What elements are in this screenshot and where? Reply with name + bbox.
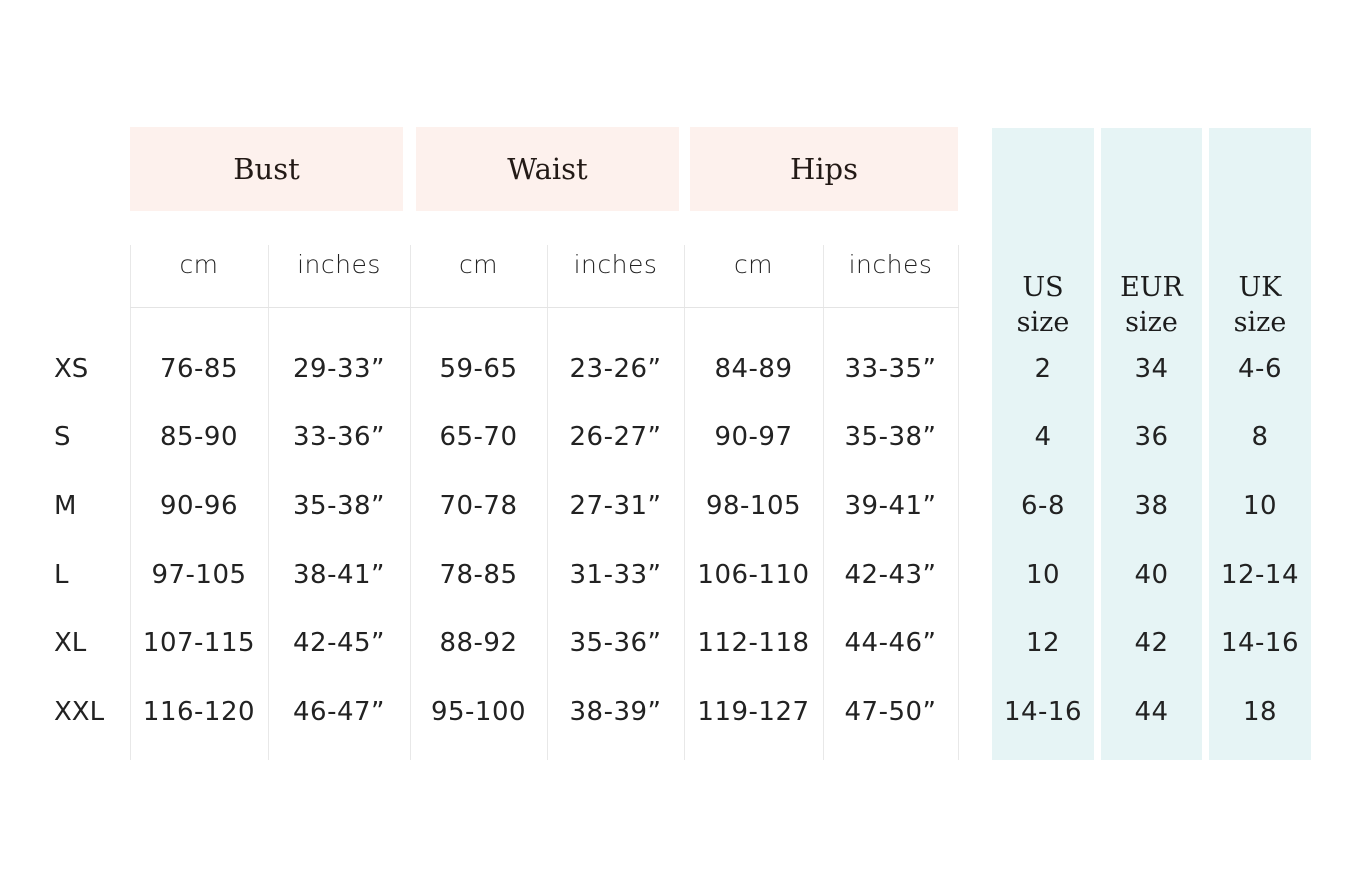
- table-cell: 88-92: [439, 628, 518, 658]
- table-cell: 39-41”: [844, 491, 937, 521]
- table-cell: 34: [1134, 354, 1169, 384]
- table-cell: 106-110: [697, 560, 810, 590]
- table-cell: 84-89: [714, 354, 793, 384]
- column-divider: [130, 245, 131, 760]
- size-column-eur: EUR size: [1101, 128, 1202, 760]
- size-system-sub: size: [1016, 307, 1070, 338]
- size-system-sub: size: [1233, 307, 1287, 338]
- size-column-header: UK size: [1209, 270, 1311, 340]
- table-cell: 65-70: [439, 422, 518, 452]
- table-cell: 98-105: [705, 491, 802, 521]
- table-cell: 6-8: [1021, 491, 1065, 521]
- table-cell: 42: [1134, 628, 1169, 658]
- unit-label-cm: cm: [179, 250, 219, 279]
- table-cell: 85-90: [159, 422, 239, 452]
- header-hips: Hips: [690, 127, 958, 211]
- size-column-header: EUR size: [1101, 270, 1202, 340]
- size-label: XS: [54, 354, 89, 384]
- table-cell: 42-43”: [844, 560, 937, 590]
- table-cell: 23-26”: [569, 354, 662, 384]
- table-cell: 47-50”: [844, 697, 937, 727]
- size-system-sub: size: [1125, 307, 1178, 338]
- size-label: S: [54, 422, 71, 452]
- header-waist: Waist: [416, 127, 679, 211]
- table-cell: 44-46”: [844, 628, 937, 658]
- table-cell: 14-16: [1220, 628, 1300, 658]
- column-divider: [823, 245, 824, 760]
- table-cell: 26-27”: [569, 422, 662, 452]
- table-cell: 29-33”: [292, 354, 386, 384]
- table-cell: 38-39”: [569, 697, 662, 727]
- size-system-label: US: [1022, 272, 1064, 303]
- table-cell: 10: [1242, 491, 1278, 521]
- table-cell: 4: [1034, 422, 1052, 452]
- table-cell: 18: [1242, 697, 1278, 727]
- column-divider: [958, 245, 959, 760]
- table-cell: 33-35”: [844, 354, 937, 384]
- header-bust: Bust: [130, 127, 403, 211]
- header-divider: [130, 307, 959, 308]
- table-cell: 59-65: [439, 354, 518, 384]
- table-cell: 90-96: [159, 491, 239, 521]
- table-cell: 46-47”: [292, 697, 386, 727]
- column-divider: [547, 245, 548, 760]
- table-cell: 8: [1251, 422, 1269, 452]
- table-cell: 38: [1134, 491, 1169, 521]
- size-label: M: [54, 491, 77, 521]
- table-cell: 35-38”: [292, 491, 386, 521]
- table-cell: 35-38”: [844, 422, 937, 452]
- table-cell: 112-118: [697, 628, 810, 658]
- table-cell: 95-100: [430, 697, 527, 727]
- column-divider: [684, 245, 685, 760]
- unit-label-inches: inches: [848, 250, 933, 279]
- size-column-us: US size: [992, 128, 1094, 760]
- table-cell: 90-97: [714, 422, 793, 452]
- table-cell: 116-120: [142, 697, 256, 727]
- size-system-label: UK: [1238, 272, 1282, 303]
- table-cell: 119-127: [697, 697, 810, 727]
- unit-label-cm: cm: [458, 250, 499, 279]
- table-cell: 38-41”: [292, 560, 386, 590]
- size-system-label: EUR: [1120, 272, 1183, 303]
- table-cell: 33-36”: [292, 422, 386, 452]
- table-cell: 35-36”: [569, 628, 662, 658]
- size-label: XXL: [54, 697, 105, 727]
- table-cell: 12: [1025, 628, 1061, 658]
- table-cell: 36: [1134, 422, 1169, 452]
- table-cell: 44: [1134, 697, 1169, 727]
- column-divider: [268, 245, 269, 760]
- column-divider: [410, 245, 411, 760]
- size-column-uk: UK size: [1209, 128, 1311, 760]
- table-cell: 42-45”: [292, 628, 386, 658]
- table-cell: 4-6: [1238, 354, 1282, 384]
- table-cell: 27-31”: [569, 491, 662, 521]
- size-column-header: US size: [992, 270, 1094, 340]
- table-cell: 2: [1034, 354, 1052, 384]
- table-cell: 10: [1025, 560, 1061, 590]
- table-cell: 76-85: [159, 354, 239, 384]
- table-cell: 12-14: [1220, 560, 1300, 590]
- table-cell: 40: [1134, 560, 1169, 590]
- table-cell: 70-78: [439, 491, 518, 521]
- table-cell: 78-85: [439, 560, 518, 590]
- table-cell: 97-105: [151, 560, 247, 590]
- unit-label-inches: inches: [573, 250, 658, 279]
- table-cell: 14-16: [1003, 697, 1083, 727]
- table-cell: 107-115: [142, 628, 256, 658]
- unit-label-cm: cm: [733, 250, 774, 279]
- unit-label-inches: inches: [297, 250, 381, 279]
- size-label: XL: [54, 628, 87, 658]
- size-label: L: [54, 560, 69, 590]
- table-cell: 31-33”: [569, 560, 662, 590]
